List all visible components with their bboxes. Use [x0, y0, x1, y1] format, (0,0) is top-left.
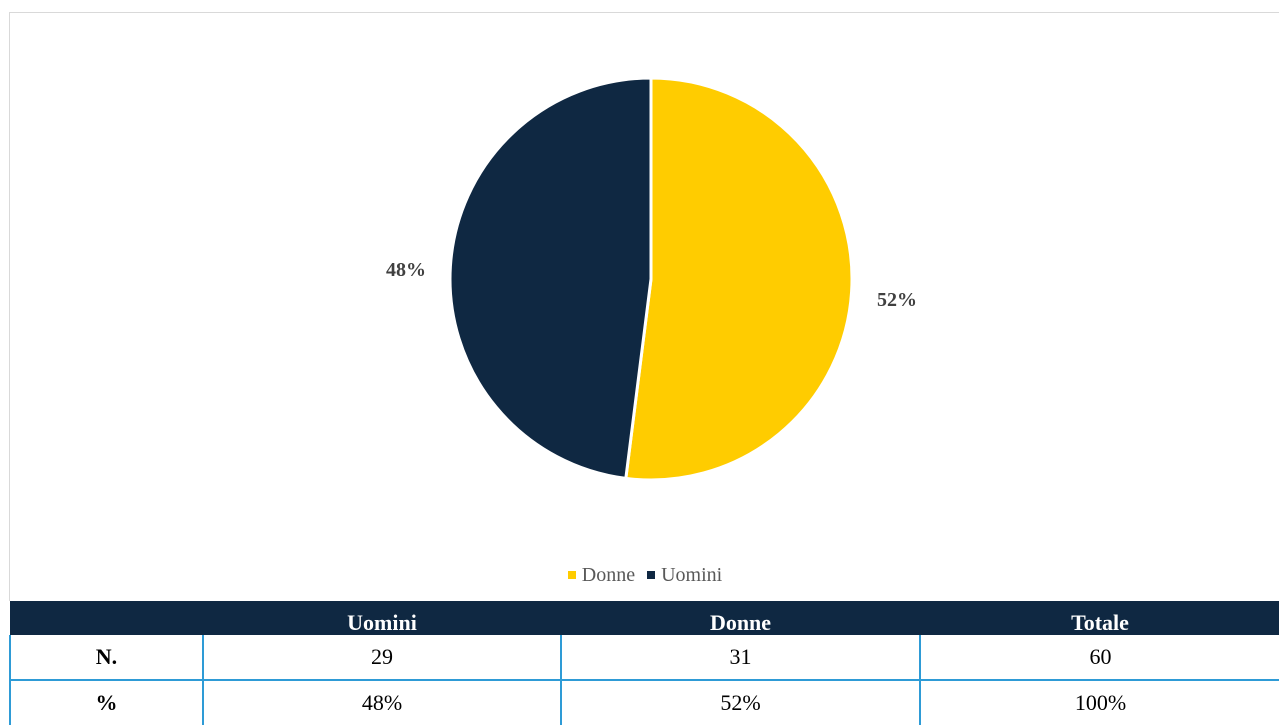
legend-entry-uomini: Uomini	[647, 564, 722, 587]
header-totale: Totale	[1071, 610, 1129, 635]
cell-totale-percent: 100%	[919, 679, 1279, 725]
slice-label-uomini: 48%	[386, 259, 426, 281]
row-label: %	[9, 679, 204, 725]
legend-swatch-uomini	[647, 571, 656, 579]
pie-chart: 52% 48%	[386, 76, 917, 482]
cell-uomini-count: 29	[202, 635, 562, 681]
legend-entry-donne: Donne	[567, 563, 636, 587]
slice-label-donne: 52%	[877, 289, 917, 311]
cell-totale-count: 60	[919, 635, 1279, 681]
table-row: % 48% 52% 100%	[9, 679, 1279, 725]
data-table: Uomini Donne Totale N. 29 31 60 % 48% 52…	[9, 601, 1279, 725]
pie-slice-donne	[624, 76, 854, 482]
cell-donne-percent: 52%	[560, 679, 921, 725]
chart-area: 52% 48% Donne Uomini	[9, 12, 1279, 601]
pie-slice-uomini	[448, 76, 653, 481]
table-row: N. 29 31 60	[9, 635, 1279, 681]
row-label: N.	[9, 635, 204, 681]
header-donne: Donne	[709, 610, 772, 635]
header-uomini: Uomini	[347, 610, 417, 635]
legend-swatch-donne	[567, 571, 576, 579]
chart-legend: Donne Uomini	[10, 563, 1279, 587]
table-header-row: Uomini Donne Totale	[10, 601, 1279, 635]
legend-label-donne: Donne	[581, 563, 636, 586]
cell-uomini-percent: 48%	[202, 679, 562, 725]
legend-label-uomini: Uomini	[661, 563, 723, 586]
cell-donne-count: 31	[560, 635, 921, 681]
header-empty	[10, 601, 203, 635]
